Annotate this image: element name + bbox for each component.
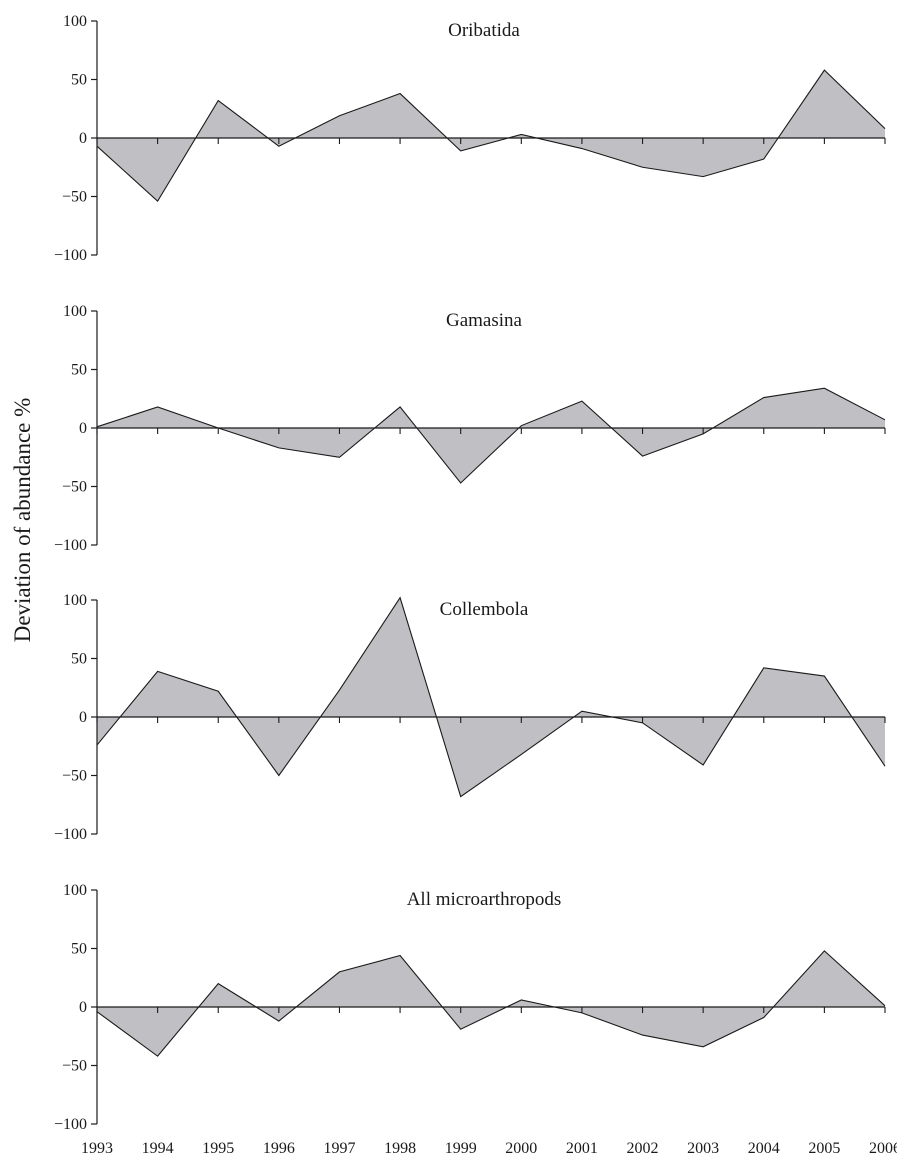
x-tick-label: 2000	[505, 1140, 537, 1157]
y-tick-label: −100	[54, 1116, 87, 1133]
y-tick-label: −50	[62, 189, 87, 206]
y-tick-label: 0	[79, 420, 87, 437]
panel-title: Oribatida	[448, 20, 520, 41]
x-tick-label: 1998	[384, 1140, 416, 1157]
x-tick-label: 2005	[808, 1140, 840, 1157]
y-tick-label: −100	[54, 537, 87, 554]
y-tick-label: 100	[63, 592, 87, 609]
y-tick-label: −100	[54, 826, 87, 843]
series-area	[97, 951, 885, 1056]
y-tick-label: 100	[63, 882, 87, 899]
x-tick-label: 2003	[687, 1140, 719, 1157]
panel-title: Collembola	[440, 599, 529, 620]
x-tick-label: 1995	[202, 1140, 234, 1157]
x-tick-label: 1996	[263, 1140, 295, 1157]
series-area	[97, 598, 885, 797]
y-tick-label: 100	[63, 13, 87, 30]
y-tick-label: 50	[71, 651, 87, 668]
y-tick-label: 0	[79, 130, 87, 147]
x-tick-label: 2001	[566, 1140, 598, 1157]
x-tick-label: 2004	[748, 1140, 780, 1157]
y-tick-label: 0	[79, 709, 87, 726]
y-tick-label: −50	[62, 1058, 87, 1075]
y-tick-label: −50	[62, 768, 87, 785]
panel-title: Gamasina	[446, 310, 523, 331]
y-tick-label: 0	[79, 999, 87, 1016]
y-tick-label: −50	[62, 479, 87, 496]
y-axis-label: Deviation of abundance %	[10, 398, 35, 643]
y-tick-label: 50	[71, 362, 87, 379]
x-tick-label: 1994	[142, 1140, 174, 1157]
series-area	[97, 70, 885, 201]
x-tick-label: 1997	[323, 1140, 355, 1157]
x-tick-label: 2002	[627, 1140, 659, 1157]
panel-title: All microarthropods	[407, 889, 562, 910]
y-tick-label: −100	[54, 247, 87, 264]
y-tick-label: 100	[63, 303, 87, 320]
y-tick-label: 50	[71, 72, 87, 89]
x-tick-label: 1999	[445, 1140, 477, 1157]
y-tick-label: 50	[71, 941, 87, 958]
series-area	[97, 388, 885, 483]
x-tick-label: 1993	[81, 1140, 113, 1157]
x-tick-label: 2006	[869, 1140, 897, 1157]
